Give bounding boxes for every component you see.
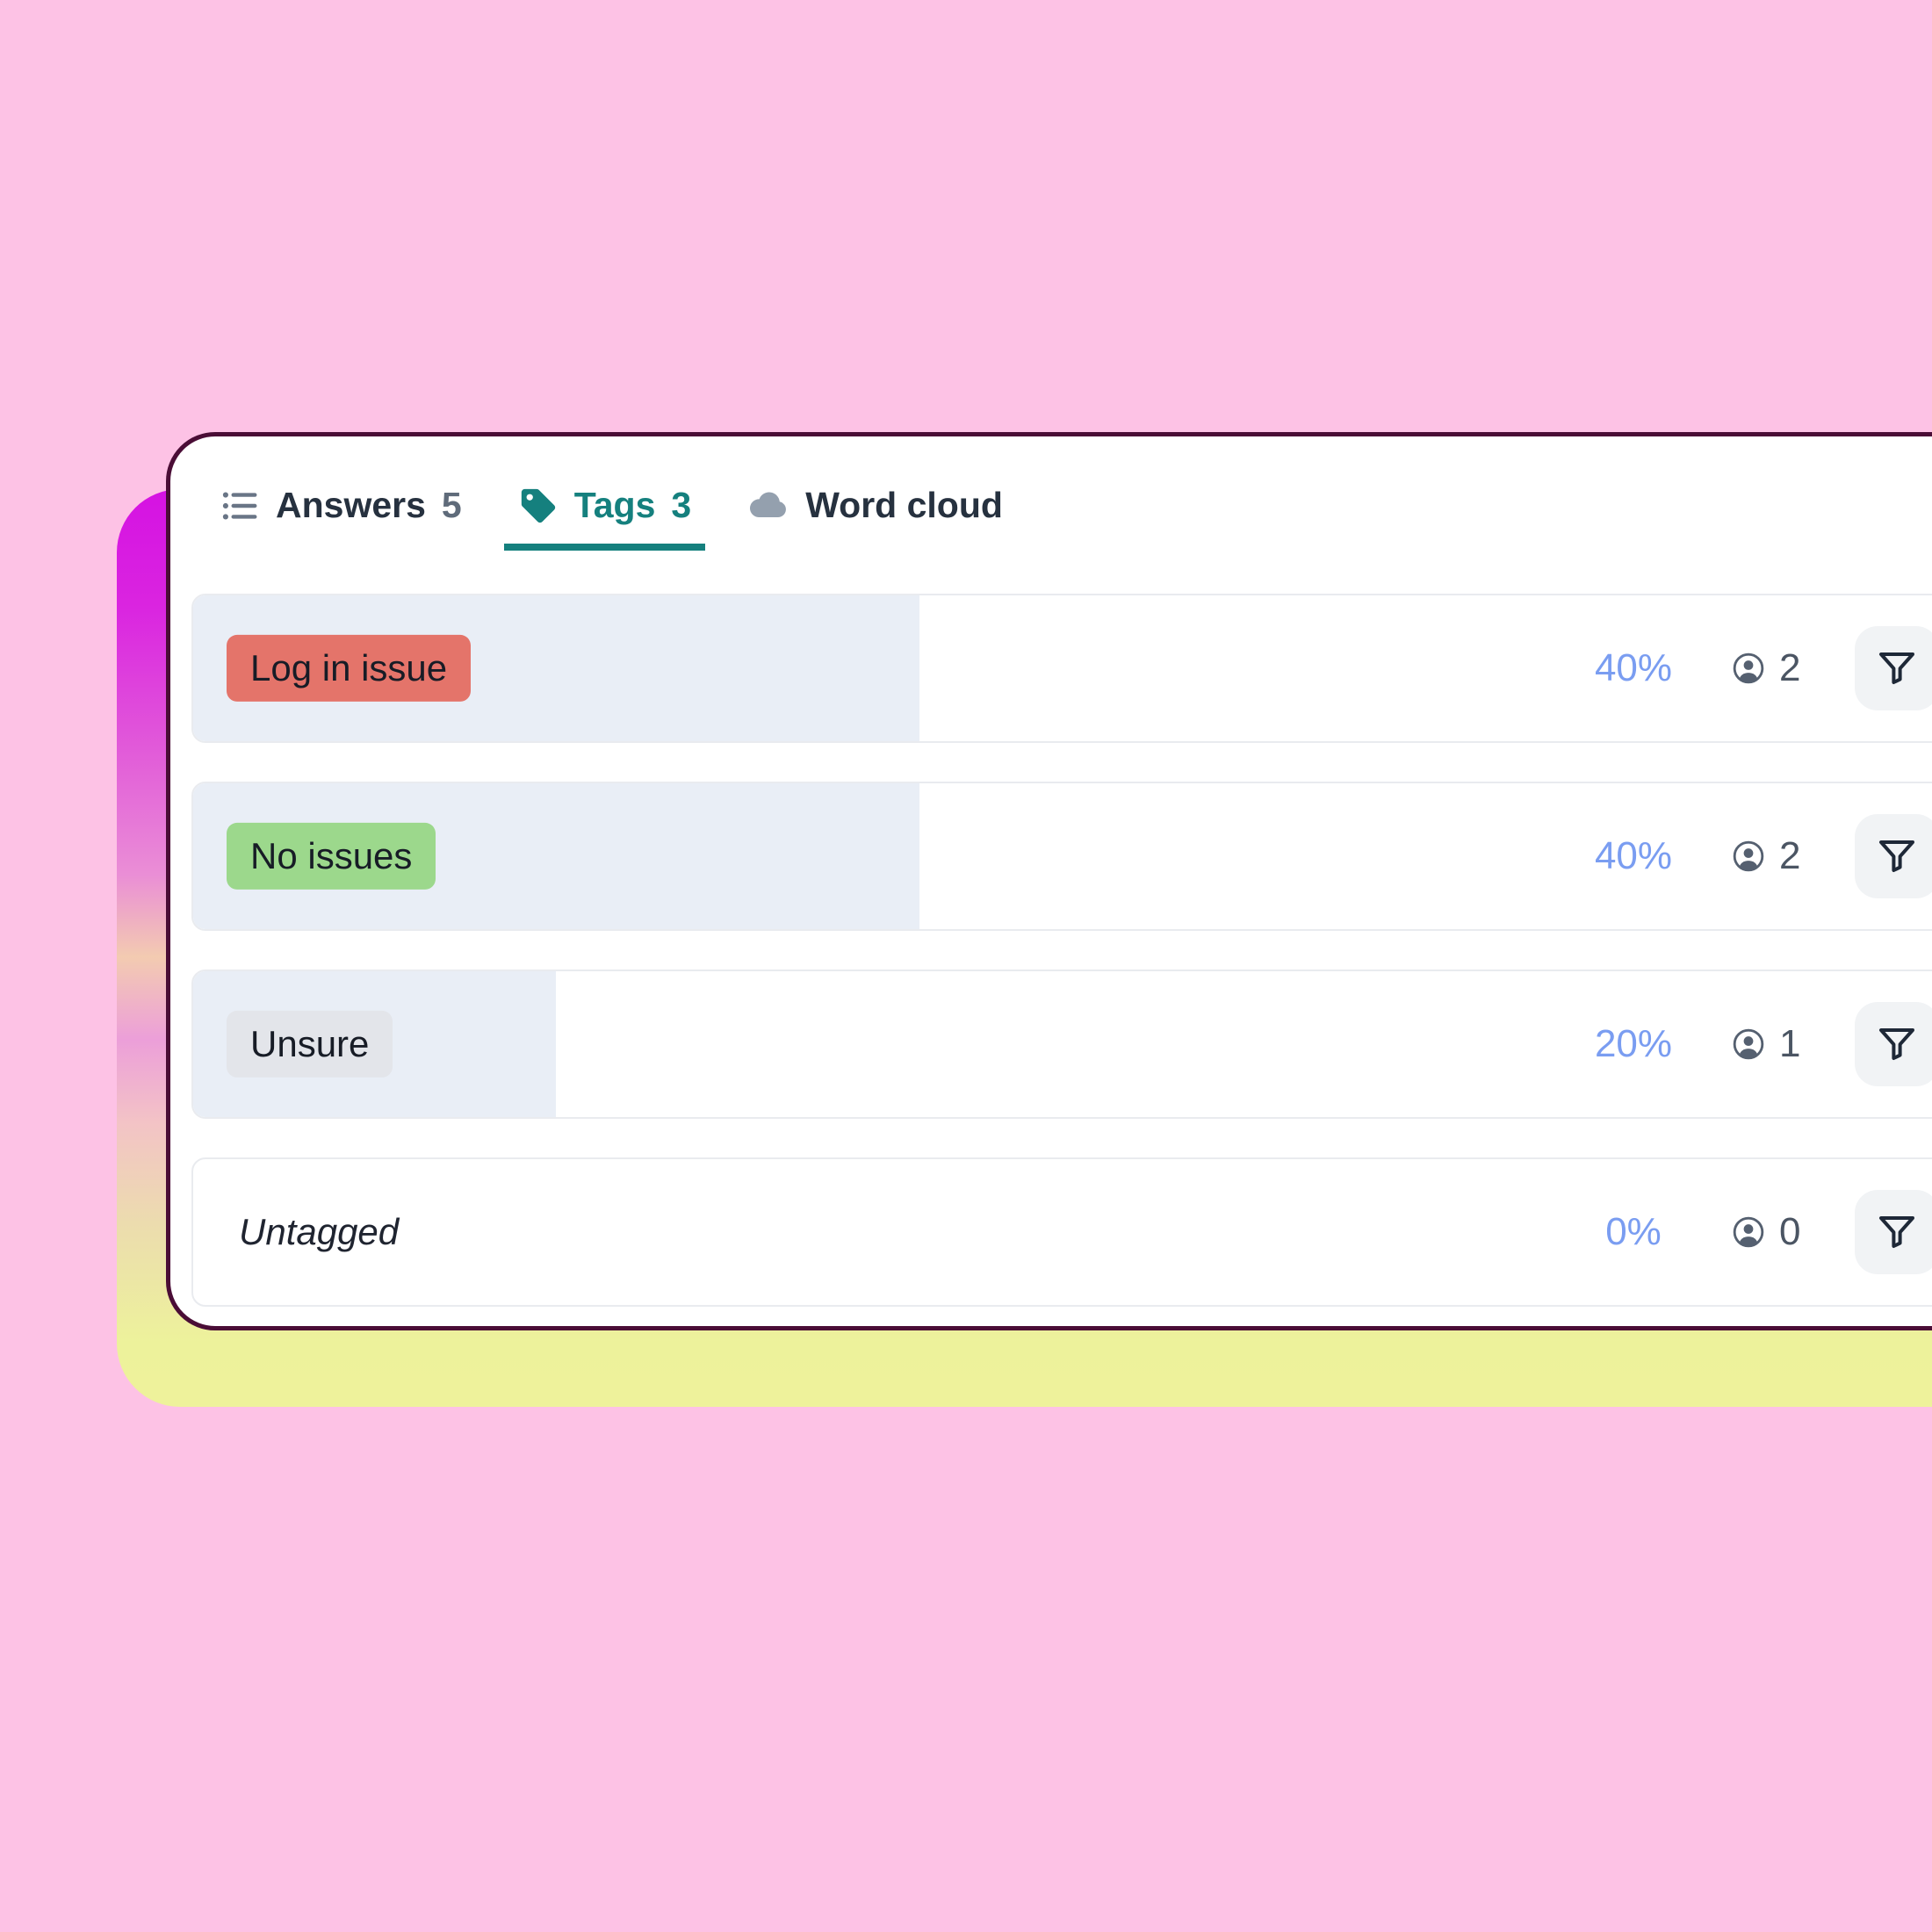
cloud-icon [747, 484, 789, 526]
tag-pill: Unsure [227, 1010, 393, 1078]
tag-row-log-in-issue: Log in issue 40% 2 [191, 594, 1932, 743]
person-circle-icon [1732, 1215, 1765, 1249]
filter-button[interactable] [1855, 814, 1932, 898]
respondent-count-value: 1 [1779, 1022, 1801, 1065]
tab-bar: Answers 5 Tags 3 Word cloud [220, 484, 1932, 551]
respondent-count: 2 [1732, 646, 1800, 690]
tag-row-untagged: Untagged 0% 0 [191, 1157, 1932, 1307]
respondent-count: 1 [1732, 1022, 1800, 1066]
tab-answers[interactable]: Answers 5 [220, 485, 462, 551]
filter-button[interactable] [1855, 626, 1932, 710]
tag-percent: 0% [1605, 1210, 1662, 1253]
tab-tags-label: Tags [573, 485, 656, 525]
tag-percent: 40% [1594, 646, 1673, 689]
tag-pill: Log in issue [227, 634, 472, 703]
tag-row-no-issues: No issues 40% 2 [191, 782, 1932, 931]
person-circle-icon [1732, 1027, 1765, 1061]
filter-button[interactable] [1855, 1190, 1932, 1274]
tab-word-cloud[interactable]: Word cloud [747, 484, 1003, 551]
filter-funnel-icon [1876, 646, 1918, 691]
tag-list: Log in issue 40% 2 [191, 594, 1932, 1307]
filter-button[interactable] [1855, 1002, 1932, 1086]
respondent-count: 2 [1732, 834, 1800, 878]
tag-pill: No issues [227, 822, 436, 890]
tag-percent: 40% [1594, 834, 1673, 877]
tab-answers-count: 5 [441, 485, 462, 525]
list-icon [220, 486, 260, 526]
tab-tags[interactable]: Tags 3 [503, 485, 706, 551]
tag-percent: 20% [1594, 1022, 1673, 1065]
filter-funnel-icon [1876, 834, 1918, 879]
respondent-count-value: 0 [1779, 1210, 1801, 1253]
person-circle-icon [1732, 840, 1765, 873]
filter-funnel-icon [1876, 1210, 1918, 1255]
filter-funnel-icon [1876, 1022, 1918, 1067]
results-card: Answers 5 Tags 3 Word cloud [166, 432, 1932, 1330]
respondent-count-value: 2 [1779, 646, 1801, 689]
untagged-label: Untagged [239, 1210, 400, 1252]
respondent-count-value: 2 [1779, 834, 1801, 877]
respondent-count: 0 [1732, 1210, 1800, 1254]
tag-icon [518, 486, 559, 526]
tab-tags-count: 3 [671, 485, 692, 525]
tag-row-unsure: Unsure 20% 1 [191, 970, 1932, 1119]
tab-word-cloud-label: Word cloud [805, 484, 1003, 525]
tab-answers-label: Answers [276, 485, 426, 525]
person-circle-icon [1732, 652, 1765, 685]
